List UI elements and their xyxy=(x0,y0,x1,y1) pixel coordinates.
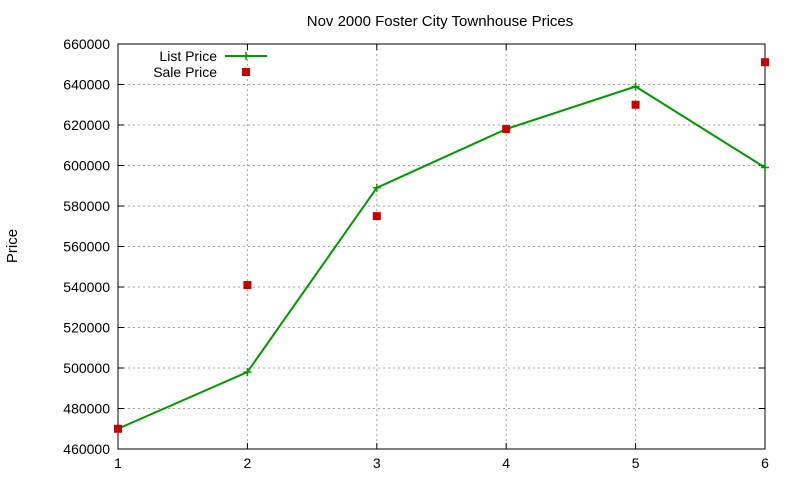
legend-label-sale-price: Sale Price xyxy=(153,64,217,80)
y-tick-label: 600000 xyxy=(63,158,110,174)
y-tick-label: 500000 xyxy=(63,360,110,376)
x-tick-label: 6 xyxy=(761,455,769,471)
chart-title: Nov 2000 Foster City Townhouse Prices xyxy=(307,13,574,30)
data-point-list-price xyxy=(372,183,381,192)
y-tick-label: 580000 xyxy=(63,198,110,214)
y-tick-label: 660000 xyxy=(63,36,110,52)
legend-marker-list-price xyxy=(242,52,250,60)
y-tick-label: 620000 xyxy=(63,117,110,133)
axis-ticks: 1 2 3 4 5 6 460000 480000 500000 520000 540000 5600… xyxy=(63,36,769,471)
x-tick-label: 3 xyxy=(373,455,381,471)
data-point-list-price xyxy=(631,82,640,91)
data-point-sale-price xyxy=(502,125,511,134)
x-tick-label: 5 xyxy=(632,455,640,471)
data-point-sale-price xyxy=(372,212,381,221)
y-axis-label: Price xyxy=(4,229,21,263)
legend-marker-sale-price xyxy=(242,68,250,76)
legend-label-list-price: List Price xyxy=(159,48,217,64)
data-point-sale-price xyxy=(631,100,640,109)
data-point-sale-price xyxy=(243,280,252,289)
series-layer xyxy=(114,58,769,433)
data-point-list-price xyxy=(243,368,252,377)
data-point-sale-price xyxy=(114,424,122,433)
y-tick-label: 540000 xyxy=(63,279,110,295)
series-line-list-price xyxy=(117,85,766,430)
y-tick-label: 640000 xyxy=(63,77,110,93)
x-tick-label: 4 xyxy=(502,455,510,471)
y-tick-label: 460000 xyxy=(63,441,110,457)
x-tick-label: 1 xyxy=(114,455,122,471)
y-tick-label: 560000 xyxy=(63,239,110,255)
x-tick-label: 2 xyxy=(244,455,252,471)
data-point-sale-price xyxy=(761,58,769,67)
data-point-list-price xyxy=(761,163,769,172)
y-tick-label: 480000 xyxy=(63,401,110,417)
y-tick-label: 520000 xyxy=(63,320,110,336)
series-sale-price xyxy=(114,58,769,433)
